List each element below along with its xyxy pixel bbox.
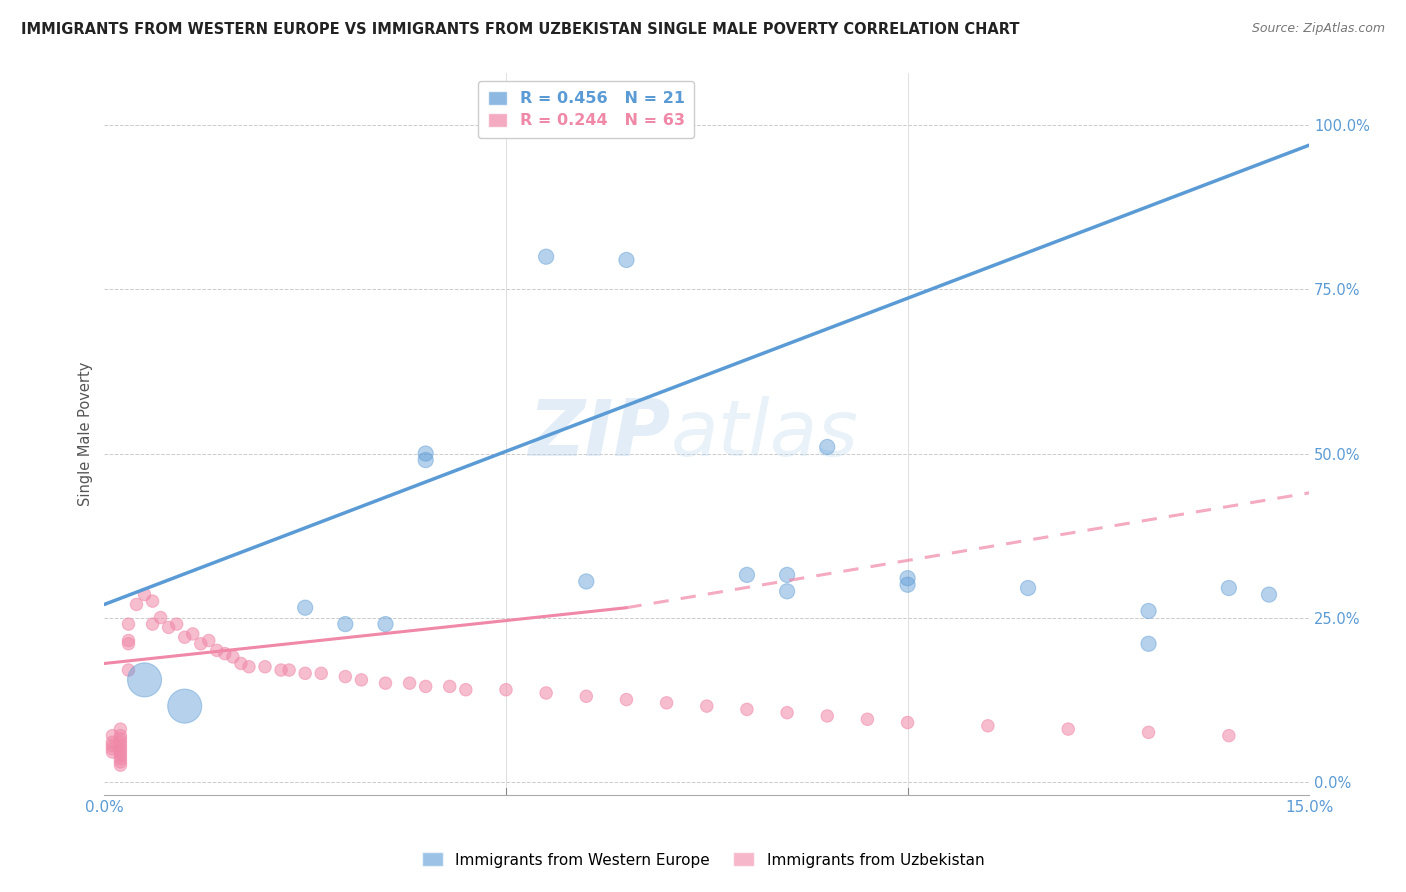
Point — [110, 735, 132, 749]
Point — [134, 673, 156, 687]
Point — [534, 250, 557, 264]
Legend: Immigrants from Western Europe, Immigrants from Uzbekistan: Immigrants from Western Europe, Immigran… — [416, 847, 990, 873]
Point — [110, 758, 132, 772]
Point — [229, 657, 252, 671]
Point — [125, 598, 148, 612]
Point — [110, 755, 132, 769]
Point — [1137, 604, 1160, 618]
Point — [190, 637, 212, 651]
Point — [350, 673, 373, 687]
Point — [253, 659, 276, 673]
Point — [335, 670, 357, 684]
Point — [735, 568, 758, 582]
Point — [294, 666, 316, 681]
Point — [294, 600, 316, 615]
Point — [575, 690, 598, 704]
Point — [157, 620, 180, 634]
Point — [1057, 722, 1080, 736]
Point — [977, 719, 1000, 733]
Point — [696, 699, 718, 714]
Point — [1137, 725, 1160, 739]
Point — [198, 633, 221, 648]
Point — [110, 745, 132, 759]
Point — [101, 735, 124, 749]
Point — [776, 584, 799, 599]
Point — [238, 659, 260, 673]
Point — [534, 686, 557, 700]
Point — [166, 617, 188, 632]
Point — [616, 692, 638, 706]
Point — [897, 715, 920, 730]
Point — [1137, 637, 1160, 651]
Point — [897, 571, 920, 585]
Point — [214, 647, 236, 661]
Point — [101, 739, 124, 753]
Point — [117, 663, 139, 677]
Point — [205, 643, 228, 657]
Point — [278, 663, 301, 677]
Point — [173, 630, 195, 644]
Point — [110, 751, 132, 765]
Point — [815, 440, 838, 454]
Point — [398, 676, 420, 690]
Point — [110, 729, 132, 743]
Point — [142, 594, 165, 608]
Text: IMMIGRANTS FROM WESTERN EUROPE VS IMMIGRANTS FROM UZBEKISTAN SINGLE MALE POVERTY: IMMIGRANTS FROM WESTERN EUROPE VS IMMIGR… — [21, 22, 1019, 37]
Point — [110, 741, 132, 756]
Point — [101, 729, 124, 743]
Point — [309, 666, 332, 681]
Text: Source: ZipAtlas.com: Source: ZipAtlas.com — [1251, 22, 1385, 36]
Point — [1218, 581, 1240, 595]
Point — [575, 574, 598, 589]
Point — [117, 633, 139, 648]
Point — [110, 731, 132, 746]
Y-axis label: Single Male Poverty: Single Male Poverty — [79, 361, 93, 506]
Point — [897, 578, 920, 592]
Text: ZIP: ZIP — [529, 396, 671, 472]
Point — [616, 252, 638, 267]
Point — [1017, 581, 1039, 595]
Point — [173, 699, 195, 714]
Point — [134, 588, 156, 602]
Point — [270, 663, 292, 677]
Point — [374, 617, 396, 632]
Point — [815, 709, 838, 723]
Point — [655, 696, 678, 710]
Point — [415, 446, 437, 460]
Point — [110, 739, 132, 753]
Point — [856, 712, 879, 726]
Point — [374, 676, 396, 690]
Point — [222, 649, 245, 664]
Point — [335, 617, 357, 632]
Text: atlas: atlas — [671, 396, 859, 472]
Point — [454, 682, 477, 697]
Point — [776, 706, 799, 720]
Point — [495, 682, 517, 697]
Point — [101, 741, 124, 756]
Point — [149, 610, 172, 624]
Point — [110, 748, 132, 763]
Point — [415, 453, 437, 467]
Point — [117, 637, 139, 651]
Point — [439, 680, 461, 694]
Point — [776, 568, 799, 582]
Legend: R = 0.456   N = 21, R = 0.244   N = 63: R = 0.456 N = 21, R = 0.244 N = 63 — [478, 81, 695, 137]
Point — [1218, 729, 1240, 743]
Point — [117, 617, 139, 632]
Point — [110, 722, 132, 736]
Point — [101, 745, 124, 759]
Point — [415, 680, 437, 694]
Point — [1258, 588, 1281, 602]
Point — [142, 617, 165, 632]
Point — [181, 627, 204, 641]
Point — [735, 702, 758, 716]
